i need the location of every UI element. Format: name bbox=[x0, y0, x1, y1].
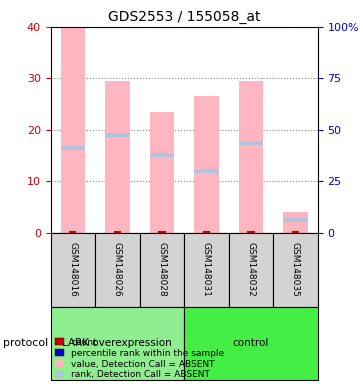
Bar bbox=[203, 231, 210, 233]
Bar bbox=[239, 141, 263, 145]
Text: protocol: protocol bbox=[3, 338, 48, 348]
Bar bbox=[61, 27, 85, 233]
Bar bbox=[194, 169, 219, 173]
Bar bbox=[105, 133, 130, 137]
FancyBboxPatch shape bbox=[184, 233, 229, 306]
Bar bbox=[61, 146, 85, 150]
FancyBboxPatch shape bbox=[51, 233, 95, 306]
FancyBboxPatch shape bbox=[273, 233, 318, 306]
Text: GSM148035: GSM148035 bbox=[291, 242, 300, 297]
FancyBboxPatch shape bbox=[51, 306, 184, 380]
FancyBboxPatch shape bbox=[95, 233, 140, 306]
FancyBboxPatch shape bbox=[140, 233, 184, 306]
FancyBboxPatch shape bbox=[229, 233, 273, 306]
Text: GSM148026: GSM148026 bbox=[113, 242, 122, 297]
Bar bbox=[194, 96, 219, 233]
Text: GSM148016: GSM148016 bbox=[68, 242, 77, 297]
Bar bbox=[247, 231, 255, 233]
Bar bbox=[158, 231, 166, 233]
Bar bbox=[239, 81, 263, 233]
Text: control: control bbox=[233, 338, 269, 348]
Bar bbox=[283, 218, 308, 222]
Text: GSM148031: GSM148031 bbox=[202, 242, 211, 297]
Legend: count, percentile rank within the sample, value, Detection Call = ABSENT, rank, : count, percentile rank within the sample… bbox=[55, 338, 225, 379]
Bar bbox=[149, 152, 174, 157]
Bar bbox=[105, 81, 130, 233]
Text: GSM148028: GSM148028 bbox=[157, 242, 166, 297]
FancyBboxPatch shape bbox=[184, 306, 318, 380]
Bar bbox=[69, 231, 77, 233]
Text: LARK overexpression: LARK overexpression bbox=[62, 338, 172, 348]
Bar bbox=[114, 231, 121, 233]
Title: GDS2553 / 155058_at: GDS2553 / 155058_at bbox=[108, 10, 260, 25]
Bar bbox=[149, 112, 174, 233]
Bar bbox=[292, 231, 299, 233]
Bar bbox=[283, 212, 308, 233]
Text: GSM148032: GSM148032 bbox=[247, 242, 255, 297]
